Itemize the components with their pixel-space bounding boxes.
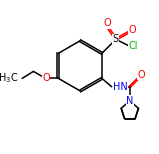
- Text: Cl: Cl: [129, 41, 138, 51]
- Text: O: O: [128, 25, 136, 35]
- Text: H$_3$C: H$_3$C: [0, 71, 19, 85]
- Text: HN: HN: [113, 82, 128, 92]
- Text: N: N: [126, 96, 134, 106]
- Text: O: O: [137, 70, 145, 80]
- Text: O: O: [42, 73, 50, 83]
- Text: O: O: [104, 18, 111, 28]
- Text: S: S: [113, 34, 119, 44]
